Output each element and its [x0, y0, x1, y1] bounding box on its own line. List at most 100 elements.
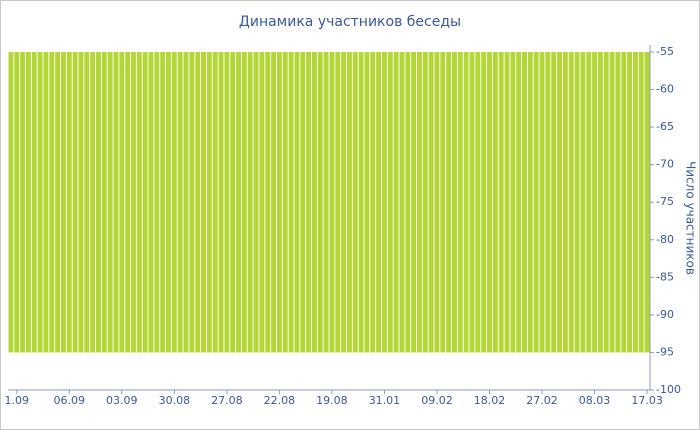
- bar: [615, 52, 621, 353]
- bar: [568, 52, 574, 353]
- bar: [183, 52, 189, 353]
- bar: [14, 52, 20, 353]
- bar: [370, 52, 376, 353]
- bar: [43, 52, 49, 353]
- bar: [405, 52, 411, 353]
- bar: [323, 52, 329, 353]
- bar: [358, 52, 364, 353]
- bar: [592, 52, 598, 353]
- bar: [609, 52, 615, 353]
- y-axis-label: Число участников: [684, 161, 698, 275]
- bar: [160, 52, 166, 353]
- bar: [166, 52, 171, 353]
- bar: [504, 52, 510, 353]
- bar: [294, 52, 300, 353]
- chart-title: Динамика участников беседы: [239, 14, 461, 30]
- bar: [481, 52, 487, 353]
- bar: [364, 52, 370, 353]
- bar: [457, 52, 463, 353]
- bar: [644, 52, 650, 353]
- bar: [376, 52, 382, 353]
- bar: [224, 52, 230, 353]
- bar: [37, 52, 43, 353]
- bar: [557, 52, 562, 353]
- bar: [393, 52, 399, 353]
- bar: [440, 52, 446, 353]
- bar: [492, 52, 498, 353]
- bar: [627, 52, 633, 353]
- bar: [487, 52, 492, 353]
- bar: [148, 52, 154, 353]
- bar: [381, 52, 387, 353]
- y-tick-label: -70: [656, 158, 674, 171]
- y-tick-label: -60: [656, 83, 674, 96]
- bar: [8, 52, 14, 353]
- y-tick-label: -55: [656, 45, 674, 58]
- bar: [247, 52, 253, 353]
- bar: [276, 52, 282, 353]
- y-tick-label: -100: [656, 383, 681, 396]
- bar: [84, 52, 90, 353]
- bar: [346, 52, 352, 353]
- y-tick-label: -90: [656, 308, 674, 321]
- bar: [259, 52, 265, 353]
- x-tick-label: 27.08: [211, 394, 243, 407]
- x-tick-label: 31.01: [369, 394, 401, 407]
- bar: [527, 52, 533, 353]
- y-tick-label: -80: [656, 233, 674, 246]
- bar: [411, 52, 417, 353]
- x-tick-label: 06.09: [54, 394, 86, 407]
- bar: [78, 52, 84, 353]
- bar: [329, 52, 335, 353]
- bar: [562, 52, 568, 353]
- bar: [55, 52, 61, 353]
- bar: [603, 52, 609, 353]
- bar: [288, 52, 294, 353]
- bar: [177, 52, 183, 353]
- bar: [335, 52, 341, 353]
- bar: [621, 52, 627, 353]
- bar: [125, 52, 131, 353]
- x-tick-label: 27.02: [526, 394, 558, 407]
- bar: [469, 52, 475, 353]
- bar: [265, 52, 271, 353]
- bar: [498, 52, 504, 353]
- bar: [25, 52, 31, 353]
- bar: [452, 52, 457, 353]
- bar: [638, 52, 644, 353]
- x-tick-label: 03.09: [106, 394, 138, 407]
- x-tick-label: 09.02: [421, 394, 453, 407]
- bar: [300, 52, 306, 353]
- bar: [317, 52, 323, 353]
- bar: [387, 52, 393, 353]
- bar: [195, 52, 201, 353]
- bar: [510, 52, 516, 353]
- bar: [113, 52, 119, 353]
- bar: [20, 52, 26, 353]
- y-tick-label: -95: [656, 345, 674, 358]
- bar: [463, 52, 469, 353]
- bar: [586, 52, 592, 353]
- bar: [90, 52, 96, 353]
- bar: [306, 52, 312, 353]
- bar: [60, 52, 66, 353]
- bar: [417, 52, 422, 353]
- bar: [422, 52, 428, 353]
- x-tick-label: 18.02: [474, 394, 506, 407]
- bar: [399, 52, 405, 353]
- x-tick-label: 22.08: [264, 394, 296, 407]
- bar: [171, 52, 177, 353]
- bar: [136, 52, 142, 353]
- bar: [107, 52, 113, 353]
- bar: [212, 52, 218, 353]
- bar: [434, 52, 440, 353]
- x-tick-label: 30.08: [159, 394, 191, 407]
- bar: [428, 52, 434, 353]
- bar: [533, 52, 539, 353]
- bar: [49, 52, 55, 353]
- bar: [154, 52, 160, 353]
- bar: [271, 52, 277, 353]
- bar: [101, 52, 107, 353]
- bar: [236, 52, 241, 353]
- x-tick-label: 19.08: [316, 394, 348, 407]
